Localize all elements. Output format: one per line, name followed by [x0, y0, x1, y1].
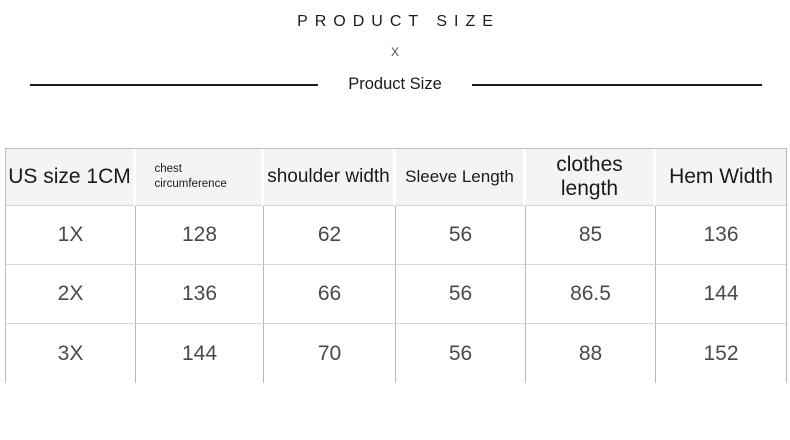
divider-line-left — [30, 84, 318, 86]
column-header-clothes: clothes length — [526, 149, 656, 206]
column-header-sleeve: Sleeve Length — [396, 149, 526, 206]
size-table: US size 1CM chest circumference shoulder… — [5, 148, 787, 383]
table-cell-size: 1X — [6, 206, 136, 265]
subtitle: Product Size — [348, 75, 442, 93]
column-header-chest: chest circumference — [136, 149, 264, 206]
table-cell-shoulder: 62 — [264, 206, 396, 265]
table-cell-size: 2X — [6, 265, 136, 324]
table-cell-clothes: 85 — [526, 206, 656, 265]
table-cell-chest: 136 — [136, 265, 264, 324]
column-header-clothes-label: clothes length — [556, 153, 623, 200]
column-header-hem: Hem Width — [656, 149, 786, 206]
page-title: PRODUCT SIZE — [297, 13, 500, 30]
table-cell-hem: 152 — [656, 324, 786, 383]
table-cell-clothes: 88 — [526, 324, 656, 383]
x-separator: X — [390, 45, 399, 59]
subtitle-divider: Product Size — [0, 72, 790, 96]
table-cell-sleeve: 56 — [396, 206, 526, 265]
column-header-us-size: US size 1CM — [6, 149, 136, 206]
table-cell-hem: 144 — [656, 265, 786, 324]
table-cell-shoulder: 70 — [264, 324, 396, 383]
table-cell-hem: 136 — [656, 206, 786, 265]
table-cell-chest: 144 — [136, 324, 264, 383]
table-cell-clothes: 86.5 — [526, 265, 656, 324]
table-cell-sleeve: 56 — [396, 324, 526, 383]
divider-line-right — [472, 84, 762, 86]
table-cell-shoulder: 66 — [264, 265, 396, 324]
table-cell-sleeve: 56 — [396, 265, 526, 324]
table-cell-chest: 128 — [136, 206, 264, 265]
column-header-shoulder: shoulder width — [264, 149, 396, 206]
table-cell-size: 3X — [6, 324, 136, 383]
column-header-chest-label: chest circumference — [154, 163, 227, 190]
